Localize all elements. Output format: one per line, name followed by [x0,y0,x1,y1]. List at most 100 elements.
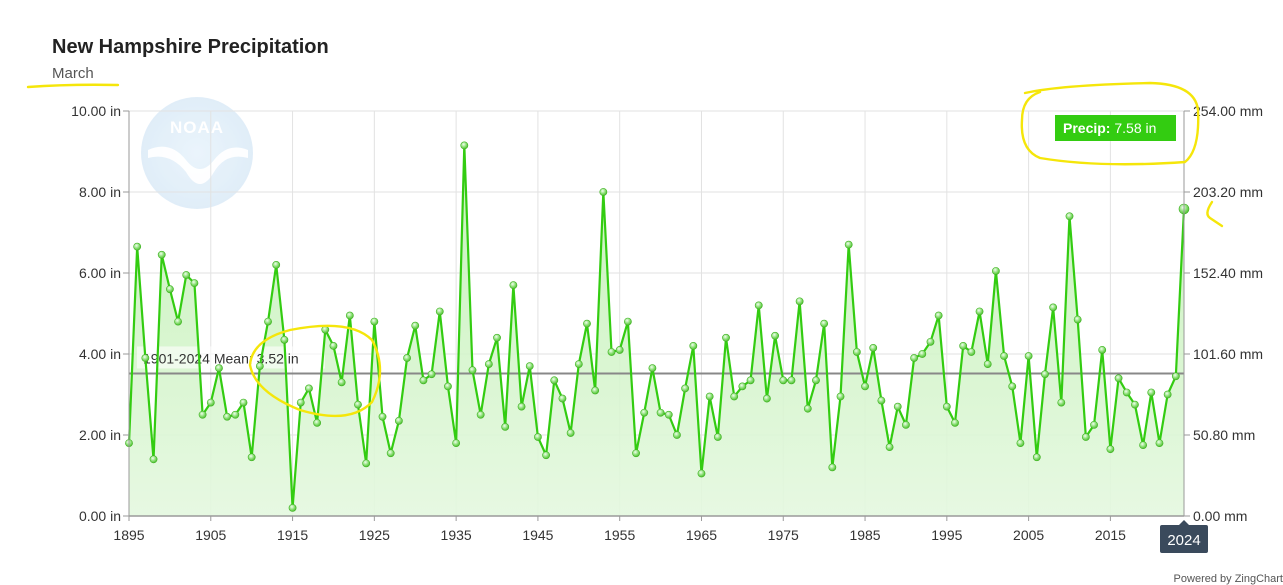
dots-layer [125,141,1190,512]
y-tick-label: 6.00 in [79,265,121,281]
data-point [951,418,959,427]
x-tick-label: 1895 [113,527,144,543]
data-point [255,362,264,371]
tooltip-text: Precip: 7.58 in [1063,120,1156,136]
data-point [893,402,902,411]
data-point [484,360,493,369]
data-point [198,410,207,419]
data-point [370,317,379,326]
data-point [1041,370,1049,379]
data-point [599,188,608,196]
chart-title: New Hampshire Precipitation [52,36,329,58]
data-point [713,433,722,441]
data-point [165,285,174,294]
x-tick-label: 1905 [195,527,226,543]
y2-tick-label: 203.20 mm [1193,184,1263,200]
x-tick-label: 2005 [1013,527,1044,543]
data-point [877,396,886,405]
data-point [885,443,894,452]
data-point [1098,346,1107,354]
data-point [664,410,673,419]
data-point [828,463,837,472]
data-point [215,364,223,373]
data-point [223,412,232,421]
data-point [321,325,330,334]
data-point [681,384,690,393]
data-point [648,364,657,373]
tooltip-label: Precip: [1063,120,1114,136]
data-point [231,410,240,419]
data-point [1024,352,1033,360]
data-point [852,348,861,356]
noaa-logo: NOAA [141,97,253,209]
data-point [403,354,411,362]
data-point [550,376,559,385]
data-point [378,412,387,421]
data-point [133,242,142,251]
y-tick-label: 8.00 in [79,184,121,200]
data-point [1155,439,1164,447]
highlight-year-label: 2024 [1167,532,1200,549]
data-point [534,433,542,441]
data-point [738,382,747,391]
data-point [583,319,591,328]
data-point [754,301,763,310]
data-point [1000,352,1008,360]
data-point [272,260,281,269]
powered-by-credit[interactable]: Powered by ZingChart [1173,573,1283,585]
data-point [182,271,191,279]
data-point [763,394,771,403]
annotation-circle-tooltip [1020,81,1200,166]
line-layer [127,144,1186,509]
mean-label-bg [137,346,325,369]
data-point [820,319,829,328]
data-point [190,279,199,288]
data-point [1081,433,1090,441]
noaa-logo-bird [148,146,248,184]
data-point [656,408,665,417]
noaa-logo-text: NOAA [170,118,224,137]
data-point [983,360,992,369]
data-point [574,360,583,369]
data-point [1171,372,1180,381]
highlight-year-pointer [1178,520,1190,526]
data-point [157,250,166,259]
data-point [1057,398,1066,407]
data-point [493,333,501,342]
data-point [1106,445,1115,454]
data-point [967,348,976,356]
data-point [468,366,477,375]
data-point [1008,382,1017,391]
data-point [149,455,158,464]
data-point [1016,439,1025,447]
data-point [869,344,878,352]
data-point [542,451,550,460]
data-point [1131,400,1139,409]
data-point [640,408,649,417]
data-point [1114,374,1123,383]
data-point [525,362,534,371]
y2-tick-label: 50.80 mm [1193,427,1255,443]
data-point [566,429,575,437]
data-point [354,400,362,409]
data-point [615,346,624,354]
data-point [1065,212,1074,221]
data-point [730,392,739,401]
data-point [239,398,248,407]
data-point [1049,303,1058,312]
highlight-year-box [1160,525,1208,553]
data-point [427,370,436,379]
data-point [288,503,297,512]
x-tick-label: 1915 [277,527,308,543]
mean-layer: 1901-2024 Mean: 3.52 in [129,346,1184,375]
data-point [362,459,371,468]
data-point [313,418,322,427]
x-tick-label: 1955 [604,527,635,543]
y-tick-label: 10.00 in [71,103,121,119]
data-point [942,402,951,411]
data-point [1139,441,1148,450]
data-point [787,376,796,385]
data-point [509,281,518,290]
data-point [141,354,150,362]
